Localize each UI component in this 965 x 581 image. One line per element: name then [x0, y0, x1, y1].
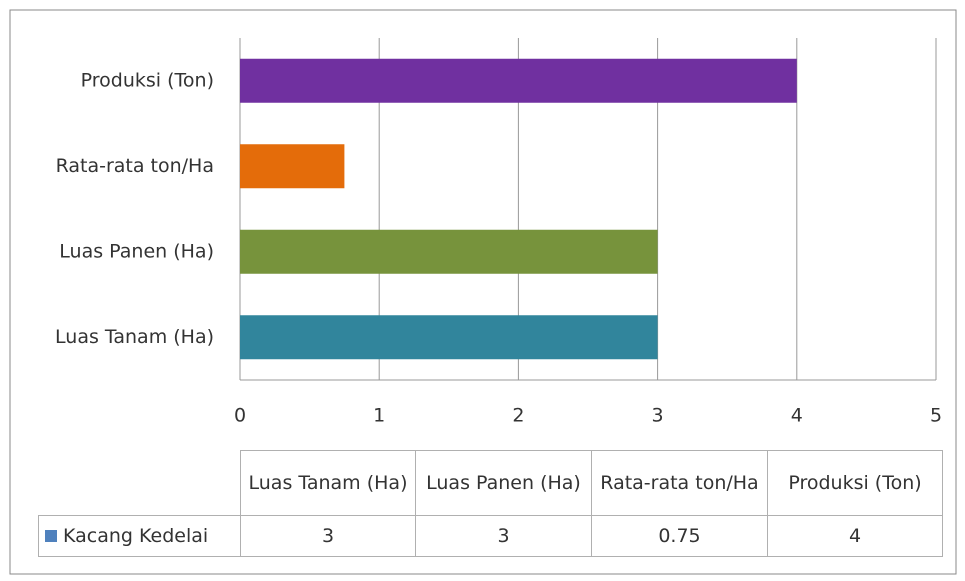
chart-border — [9, 9, 957, 575]
bar — [240, 144, 345, 189]
table-value: 3 — [240, 515, 416, 557]
table-header: Luas Panen (Ha) — [415, 450, 592, 516]
x-tick-label: 4 — [791, 405, 803, 427]
y-tick-label: Rata-rata ton/Ha — [56, 155, 214, 177]
table-value: 3 — [415, 515, 592, 557]
table-series-cell: Kacang Kedelai — [38, 515, 241, 557]
bar — [240, 315, 658, 360]
x-tick-label: 1 — [373, 405, 385, 427]
x-tick-label: 3 — [652, 405, 664, 427]
y-tick-label: Luas Panen (Ha) — [59, 240, 214, 262]
x-tick-label: 2 — [512, 405, 524, 427]
table-header: Produksi (Ton) — [767, 450, 943, 516]
y-tick-label: Luas Tanam (Ha) — [55, 326, 214, 348]
legend-label: Kacang Kedelai — [63, 524, 209, 547]
table-value: 4 — [767, 515, 943, 557]
legend-key — [45, 530, 57, 542]
x-tick-label: 0 — [234, 405, 246, 427]
bar — [240, 229, 658, 274]
table-header: Rata-rata ton/Ha — [591, 450, 768, 516]
table-header: Luas Tanam (Ha) — [240, 450, 416, 516]
x-tick-label: 5 — [930, 405, 942, 427]
y-tick-label: Produksi (Ton) — [81, 69, 214, 91]
bar — [240, 58, 797, 103]
table-value: 0.75 — [591, 515, 768, 557]
